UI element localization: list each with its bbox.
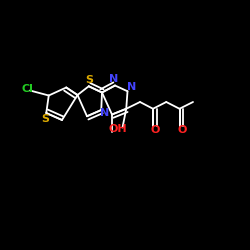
Text: O: O — [177, 125, 187, 135]
Text: N: N — [100, 108, 109, 118]
Text: Cl: Cl — [21, 84, 33, 94]
Text: S: S — [85, 75, 93, 85]
Text: OH: OH — [109, 124, 127, 134]
Text: N: N — [128, 82, 136, 92]
Text: O: O — [151, 125, 160, 135]
Text: S: S — [41, 114, 49, 124]
Text: N: N — [109, 74, 118, 84]
